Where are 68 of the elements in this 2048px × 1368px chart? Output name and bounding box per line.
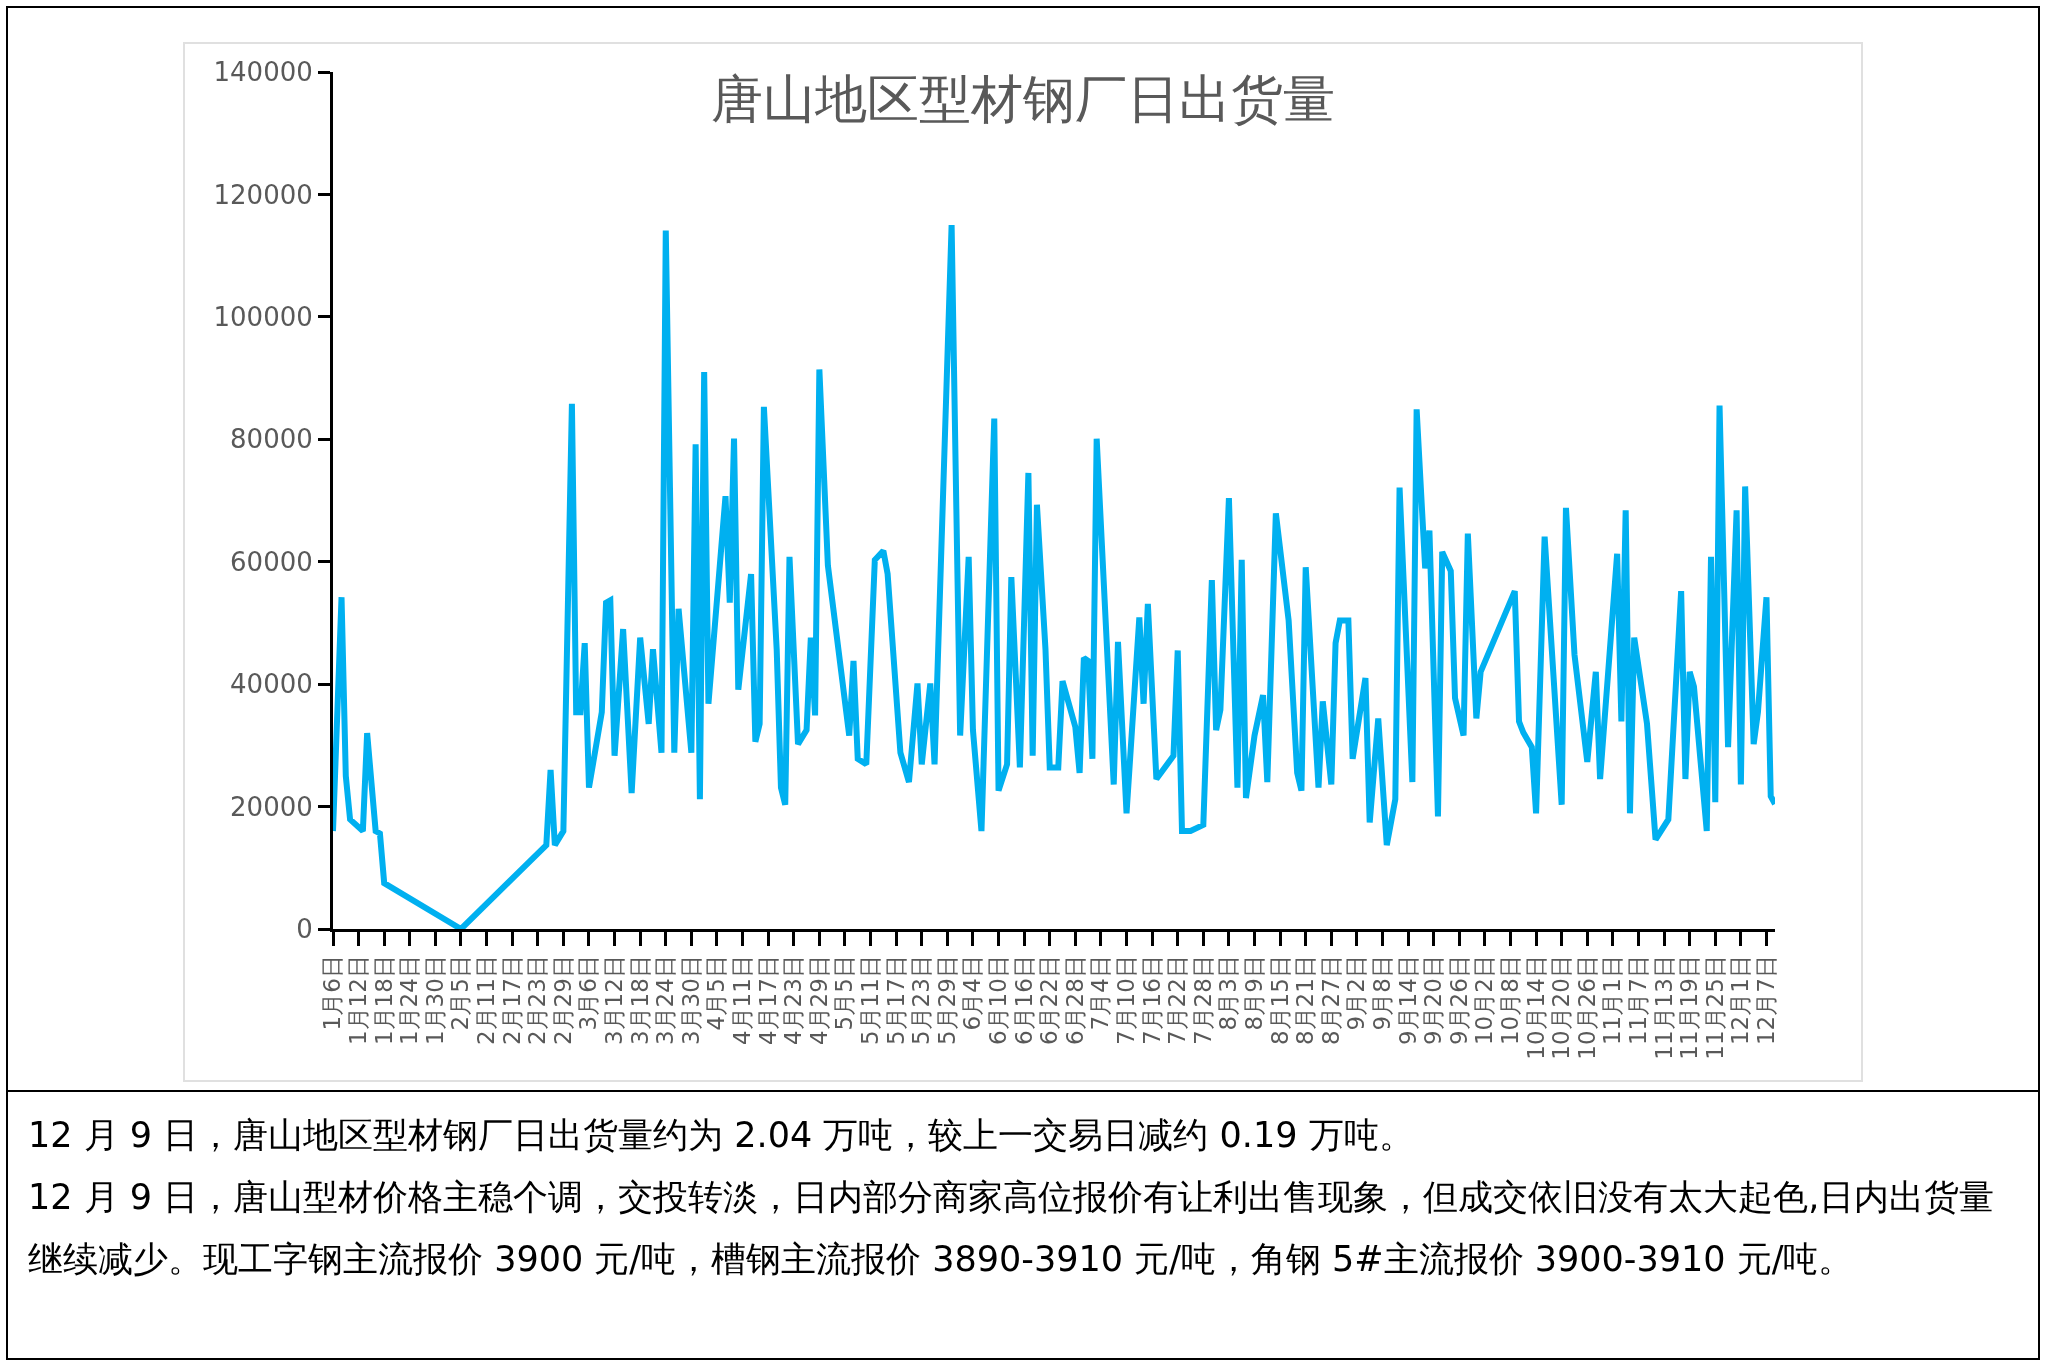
- y-tick-label: 0: [296, 914, 313, 945]
- x-tick-label: 2月29日: [549, 955, 576, 1046]
- x-tick-label: 2月17日: [498, 955, 525, 1046]
- x-tick-label: 10月8日: [1496, 955, 1523, 1046]
- x-tick-label: 6月22日: [1036, 955, 1063, 1046]
- x-tick-label: 9月8日: [1368, 955, 1395, 1031]
- x-tick-label: 7月28日: [1189, 955, 1216, 1046]
- x-tick-label: 2月11日: [473, 955, 500, 1046]
- x-tick-label: 9月26日: [1445, 955, 1472, 1046]
- x-tick-label: 4月17日: [754, 955, 781, 1046]
- x-tick-label: 10月2日: [1471, 955, 1498, 1046]
- x-tick-label: 3月6日: [575, 955, 602, 1031]
- x-tick-label: 6月4日: [959, 955, 986, 1031]
- x-tick-label: 4月11日: [729, 955, 756, 1046]
- x-tick-label: 10月20日: [1548, 955, 1575, 1060]
- x-tick-label: 4月23日: [780, 955, 807, 1046]
- x-tick-label: 8月15日: [1266, 955, 1293, 1046]
- x-tick-label: 7月10日: [1113, 955, 1140, 1046]
- x-tick-label: 3月18日: [626, 955, 653, 1046]
- x-tick-label: 1月30日: [421, 955, 448, 1046]
- x-tick-label: 3月30日: [677, 955, 704, 1046]
- x-tick-label: 12月1日: [1727, 955, 1754, 1046]
- x-tick-label: 8月9日: [1240, 955, 1267, 1031]
- chart-title: 唐山地区型材钢厂日出货量: [711, 68, 1335, 129]
- x-tick-label: 11月13日: [1650, 955, 1677, 1060]
- x-tick-label: 6月16日: [1010, 955, 1037, 1046]
- x-tick-label: 3月12日: [601, 955, 628, 1046]
- y-tick-label: 80000: [230, 424, 313, 455]
- x-tick-label: 7月4日: [1087, 955, 1114, 1031]
- x-tick-label: 8月3日: [1215, 955, 1242, 1031]
- x-tick-label: 2月23日: [524, 955, 551, 1046]
- x-tick-label: 5月5日: [831, 955, 858, 1031]
- x-tick-label: 12月7日: [1752, 955, 1779, 1046]
- y-tick-label: 100000: [213, 301, 313, 332]
- x-tick-label: 9月2日: [1343, 955, 1370, 1031]
- x-tick-label: 11月1日: [1599, 955, 1626, 1046]
- x-tick-label: 11月7日: [1624, 955, 1651, 1046]
- x-tick-label: 9月20日: [1420, 955, 1447, 1046]
- text: 12 月 9 日，唐山型材价格主稳个调，交投转淡，日内部分商家高位报价有让利出售现象，但成交依旧没有太大起色,日内出货量继续减少。现工字钢主流报价 3900 元/吨，槽钢主流报价 3890-3910 元/吨，角钢 5#主流报价 3900-3910 元/吨。: [28, 1176, 1996, 1281]
- x-tick-label: 5月11日: [857, 955, 884, 1046]
- y-tick-label: 60000: [230, 546, 313, 577]
- x-tick-label: 7月16日: [1138, 955, 1165, 1046]
- y-tick-label: 20000: [230, 791, 313, 822]
- x-tick-label: 8月27日: [1317, 955, 1344, 1046]
- x-tick-label: 10月14日: [1522, 955, 1549, 1060]
- x-tick-label: 2月5日: [447, 955, 474, 1031]
- text: 12 月 9 日，唐山地区型材钢厂日出货量约为 2.04 万吨，较上一交易日减约 0.19 万吨。: [28, 1114, 1415, 1157]
- y-tick-label: 120000: [213, 179, 313, 210]
- x-tick-label: 1月18日: [370, 955, 397, 1046]
- x-tick-label: 6月10日: [985, 955, 1012, 1046]
- x-tick-label: 4月29日: [805, 955, 832, 1046]
- y-tick-label: 140000: [213, 57, 313, 88]
- x-tick-label: 5月29日: [933, 955, 960, 1046]
- x-tick-label: 7月22日: [1164, 955, 1191, 1046]
- x-tick-label: 1月6日: [319, 955, 346, 1031]
- x-tick-label: 5月23日: [908, 955, 935, 1046]
- x-tick-label: 1月24日: [396, 955, 423, 1046]
- x-tick-label: 1月12日: [345, 955, 372, 1046]
- x-tick-label: 10月26日: [1573, 955, 1600, 1060]
- x-tick-label: 11月19日: [1676, 955, 1703, 1060]
- x-tick-label: 11月25日: [1701, 955, 1728, 1060]
- y-tick-label: 40000: [230, 669, 313, 700]
- x-tick-label: 5月17日: [882, 955, 909, 1046]
- x-tick-label: 8月21日: [1292, 955, 1319, 1046]
- x-tick-label: 9月14日: [1394, 955, 1421, 1046]
- x-tick-label: 3月24日: [652, 955, 679, 1046]
- x-tick-label: 6月28日: [1061, 955, 1088, 1046]
- x-tick-label: 4月5日: [703, 955, 730, 1031]
